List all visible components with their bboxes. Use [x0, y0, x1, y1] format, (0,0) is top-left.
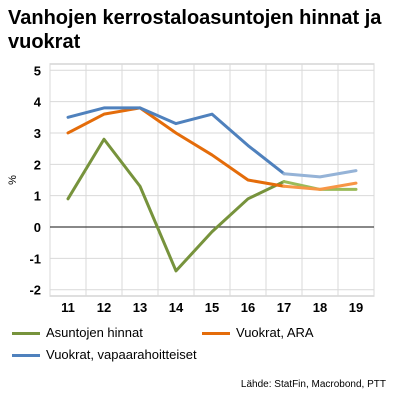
- y-axis-label: %: [7, 175, 19, 185]
- y-tick-label: -2: [29, 283, 41, 298]
- legend-label: Vuokrat, ARA: [236, 325, 314, 340]
- x-tick-label: 13: [133, 300, 147, 315]
- series-line-1: [66, 106, 286, 188]
- plot-frame: [49, 63, 375, 297]
- x-tick-label: 16: [241, 300, 255, 315]
- legend-swatch-vuokrat-ara: [202, 332, 230, 335]
- series-lines: [66, 106, 358, 273]
- legend-swatch-asuntojen-hinnat: [12, 332, 40, 335]
- source-note: Lähde: StatFin, Macrobond, PTT: [240, 379, 386, 390]
- series-line-0: [66, 137, 286, 273]
- x-tick-label: 15: [205, 300, 219, 315]
- x-tick-label: 12: [97, 300, 111, 315]
- x-tick-label: 11: [61, 300, 75, 315]
- legend-item-vuokrat-ara: Vuokrat, ARA: [202, 325, 352, 341]
- tick-labels: 5 4 3 2 1 0 -1 -2 11 12 13 14 15 16 17 18 19: [29, 63, 363, 315]
- y-tick-label: 1: [34, 189, 41, 204]
- series-line-2: [66, 106, 286, 176]
- y-tick-label: -1: [29, 251, 41, 266]
- y-tick-label: 4: [34, 95, 42, 110]
- series-forecast-line-1: [282, 181, 358, 191]
- y-tick-label: 0: [34, 220, 41, 235]
- x-tick-label: 18: [313, 300, 327, 315]
- legend-item-asuntojen-hinnat: Asuntojen hinnat: [12, 325, 182, 341]
- y-tick-label: 3: [34, 126, 41, 141]
- grid-lines: [49, 63, 375, 297]
- x-tick-label: 17: [277, 300, 291, 315]
- legend-label: Vuokrat, vapaarahoitteiset: [46, 347, 197, 362]
- y-tick-label: 5: [34, 63, 41, 78]
- series-forecast-line-2: [282, 169, 358, 179]
- x-tick-label: 19: [349, 300, 363, 315]
- legend-item-vuokrat-vapaarahoitteiset: Vuokrat, vapaarahoitteiset: [12, 347, 262, 363]
- legend-swatch-vuokrat-vapaarahoitteiset: [12, 354, 40, 357]
- y-tick-label: 2: [34, 157, 41, 172]
- legend-label: Asuntojen hinnat: [46, 325, 143, 340]
- x-tick-label: 14: [169, 300, 184, 315]
- chart-title: Vanhojen kerrostaloasuntojen hinnat ja v…: [8, 7, 382, 53]
